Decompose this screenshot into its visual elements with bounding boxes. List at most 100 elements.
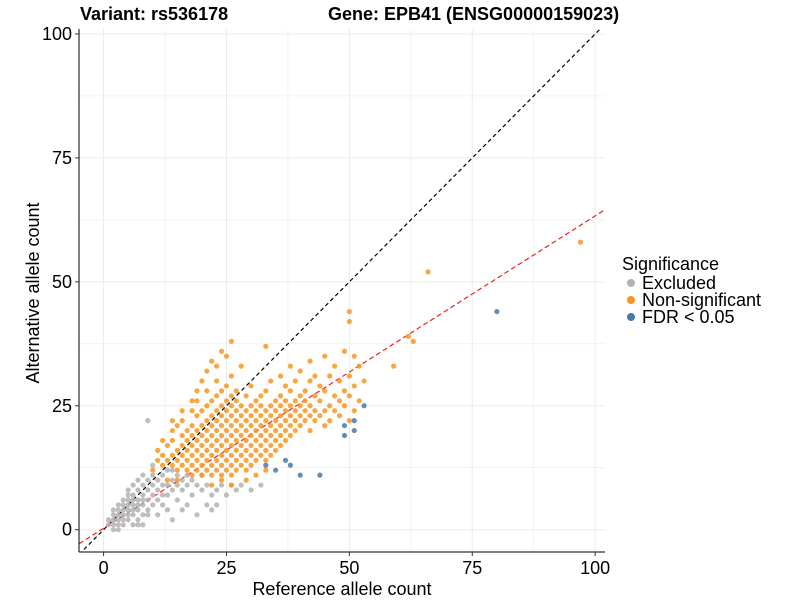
point-non-significant [327, 373, 333, 379]
point-non-significant [169, 452, 176, 458]
point-non-significant [223, 383, 230, 389]
legend-label-fdr-0-05: FDR < 0.05 [642, 307, 735, 327]
x-tick-label: 100 [580, 558, 610, 578]
point-non-significant [297, 422, 303, 429]
point-excluded [184, 472, 190, 478]
point-non-significant [312, 418, 318, 424]
point-excluded [125, 487, 131, 493]
point-non-significant [189, 462, 195, 468]
point-non-significant [341, 388, 348, 394]
point-non-significant [228, 422, 234, 429]
point-non-significant [209, 452, 215, 458]
point-non-significant [155, 457, 161, 463]
fit-line [79, 209, 605, 545]
point-non-significant [346, 393, 352, 399]
point-excluded [150, 492, 156, 498]
point-non-significant [248, 452, 254, 458]
point-excluded [120, 502, 126, 508]
point-non-significant [214, 427, 220, 434]
point-non-significant [233, 388, 239, 394]
point-non-significant [307, 413, 313, 419]
point-non-significant [228, 452, 234, 458]
point-non-significant [199, 378, 205, 384]
point-non-significant [189, 422, 195, 429]
point-excluded [150, 482, 156, 488]
y-tick-label: 100 [42, 24, 72, 44]
point-non-significant [253, 447, 259, 453]
point-excluded [120, 512, 126, 518]
point-non-significant [317, 383, 323, 389]
point-non-significant [263, 437, 269, 444]
point-non-significant [322, 388, 328, 394]
point-non-significant [223, 457, 230, 463]
point-non-significant [292, 398, 298, 404]
axes [78, 29, 605, 553]
point-non-significant [248, 383, 254, 389]
point-non-significant [273, 408, 279, 414]
point-excluded [135, 517, 141, 523]
point-non-significant [243, 427, 249, 434]
point-excluded [120, 507, 126, 513]
point-non-significant [243, 467, 249, 473]
point-non-significant [233, 447, 239, 453]
point-excluded [140, 497, 146, 503]
point-fdr-0-05 [494, 308, 500, 315]
point-non-significant [238, 452, 244, 458]
chart-title-variant: Variant: rs536178 [80, 4, 228, 24]
point-non-significant [228, 413, 234, 419]
point-non-significant [150, 467, 156, 473]
point-non-significant [164, 442, 171, 449]
point-non-significant [209, 432, 215, 439]
point-non-significant [317, 398, 323, 404]
point-excluded [155, 477, 161, 483]
y-tick-label: 25 [52, 396, 72, 416]
point-non-significant [199, 462, 205, 468]
point-excluded [179, 477, 185, 483]
point-non-significant [282, 418, 289, 424]
point-non-significant [238, 363, 244, 369]
x-axis-title: Reference allele count [252, 579, 431, 599]
point-non-significant [243, 447, 249, 453]
point-excluded [145, 512, 151, 518]
point-excluded [194, 482, 200, 488]
point-excluded [155, 512, 161, 518]
point-non-significant [194, 457, 200, 463]
point-non-significant [282, 427, 289, 434]
point-non-significant [194, 437, 200, 444]
point-non-significant [218, 462, 225, 468]
point-non-significant [302, 388, 308, 394]
point-non-significant [179, 418, 185, 424]
point-non-significant [302, 408, 308, 414]
point-non-significant [179, 442, 185, 449]
point-non-significant [214, 467, 220, 473]
point-non-significant [209, 442, 215, 449]
point-excluded [140, 482, 146, 488]
point-non-significant [174, 447, 180, 453]
point-non-significant [199, 422, 205, 429]
point-non-significant [263, 388, 269, 394]
point-non-significant [199, 442, 205, 449]
point-non-significant [243, 408, 249, 414]
point-non-significant [307, 378, 313, 384]
point-non-significant [577, 239, 584, 245]
point-non-significant [228, 393, 234, 399]
point-fdr-0-05 [297, 472, 303, 478]
point-excluded [135, 487, 141, 493]
point-non-significant [179, 452, 185, 458]
point-non-significant [263, 467, 269, 473]
point-non-significant [248, 442, 254, 449]
point-non-significant [287, 403, 293, 409]
point-excluded [115, 527, 121, 533]
y-tick-label: 75 [52, 148, 72, 168]
point-non-significant [179, 462, 185, 468]
point-non-significant [351, 353, 357, 359]
point-non-significant [228, 432, 234, 439]
point-excluded [164, 492, 171, 498]
point-non-significant [322, 408, 328, 414]
point-non-significant [184, 447, 190, 453]
point-non-significant [233, 427, 239, 434]
point-excluded [233, 487, 239, 493]
point-excluded [145, 507, 151, 513]
point-non-significant [194, 427, 200, 434]
point-non-significant [174, 457, 180, 463]
